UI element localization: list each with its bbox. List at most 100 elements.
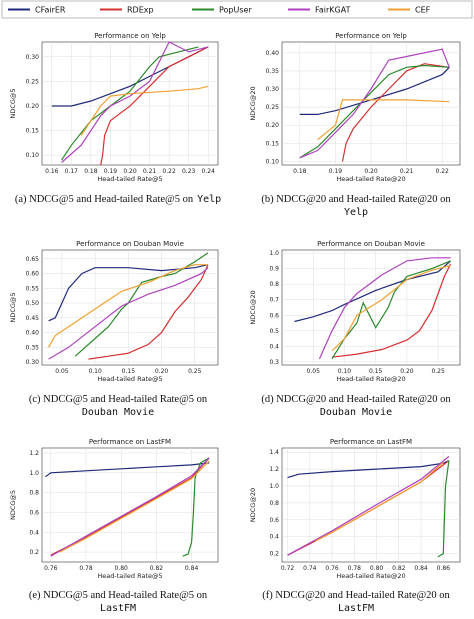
y-tick-label: 0.3 [269, 359, 279, 366]
x-tick-label: 0.84 [414, 565, 428, 572]
x-axis-label: Head-tailed Rate@20 [336, 175, 405, 183]
series-line [45, 462, 210, 478]
chart-title: Performance on Yelp [335, 32, 407, 40]
y-tick-label: 0.8 [29, 490, 39, 497]
x-tick-label: 0.74 [303, 565, 317, 572]
x-tick-label: 0.20 [155, 368, 169, 375]
x-tick-label: 0.20 [364, 168, 378, 175]
x-tick-label: 0.20 [123, 168, 137, 175]
y-tick-label: 0.65 [26, 256, 40, 263]
y-tick-label: 0.35 [266, 68, 280, 75]
y-axis-label: NDCG@20 [249, 86, 257, 120]
caption: (a) NDCG@5 and Head-tailed Rate@5 on Yelp [15, 194, 221, 205]
legend-label: CEF [415, 6, 431, 15]
caption: (d) NDCG@20 and Head-tailed Rate@20 on [261, 394, 451, 405]
series-line [437, 460, 450, 558]
chart-title: Performance on LastFM [89, 438, 171, 446]
y-tick-label: 1.0 [269, 483, 279, 490]
y-tick-label: 0.35 [26, 344, 40, 351]
y-tick-label: 1.0 [29, 470, 39, 477]
y-tick-label: 0.15 [26, 128, 40, 135]
series-line [331, 263, 452, 358]
x-axis-label: Head-tailed Rate@5 [97, 175, 162, 183]
caption-dataset: Yelp [344, 207, 368, 218]
caption-dataset: Douban Movie [82, 407, 154, 418]
x-tick-label: 0.86 [437, 565, 451, 572]
series-line [287, 460, 450, 479]
x-tick-label: 0.20 [400, 368, 414, 375]
y-tick-label: 0.25 [266, 104, 280, 111]
y-tick-label: 0.30 [266, 86, 280, 93]
caption-text: (a) NDCG@5 and Head-tailed Rate@5 on [15, 194, 194, 205]
y-tick-label: 0.9 [269, 266, 279, 273]
legend-label: RDExp [127, 6, 154, 15]
series-line [61, 46, 199, 161]
chart-title: Performance on Douban Movie [317, 240, 425, 248]
x-tick-label: 0.22 [436, 168, 450, 175]
series-line [48, 267, 209, 360]
y-tick-label: 0.30 [26, 54, 40, 61]
chart-title: Performance on LastFM [330, 438, 412, 446]
y-tick-label: 1.0 [269, 250, 279, 257]
series-line [318, 257, 451, 360]
legend-box [1, 0, 473, 19]
x-tick-label: 0.76 [44, 565, 58, 572]
x-tick-label: 0.19 [329, 168, 343, 175]
y-tick-label: 0.6 [269, 517, 279, 524]
series-line [48, 264, 208, 348]
series-line [182, 457, 210, 557]
x-tick-label: 0.18 [293, 168, 307, 175]
series-line [299, 64, 450, 159]
x-tick-label: 0.15 [369, 368, 383, 375]
x-tick-label: 0.05 [307, 368, 321, 375]
y-tick-label: 0.45 [26, 315, 40, 322]
y-tick-label: 0.8 [269, 281, 279, 288]
caption-dataset: LastFM [338, 603, 374, 614]
x-tick-label: 0.72 [281, 565, 295, 572]
series-line [317, 99, 450, 141]
x-tick-label: 0.10 [88, 368, 102, 375]
y-tick-label: 0.55 [26, 285, 40, 292]
x-tick-label: 0.22 [162, 168, 176, 175]
x-tick-label: 0.76 [325, 565, 339, 572]
y-tick-label: 0.50 [26, 300, 40, 307]
y-tick-label: 1.4 [269, 449, 279, 456]
x-tick-label: 0.80 [370, 565, 384, 572]
caption-dataset: LastFM [100, 603, 136, 614]
y-tick-label: 0.4 [269, 343, 279, 350]
y-tick-label: 0.2 [269, 551, 279, 558]
series-line [331, 264, 451, 352]
chart-title: Performance on Yelp [94, 32, 166, 40]
y-tick-label: 0.10 [26, 152, 40, 159]
y-axis-label: NDCG@20 [249, 290, 257, 324]
x-tick-label: 0.82 [392, 565, 406, 572]
y-tick-label: 0.25 [26, 78, 40, 85]
caption: (c) NDCG@5 and Head-tailed Rate@5 on [29, 394, 208, 405]
x-tick-label: 0.10 [338, 368, 352, 375]
x-axis-label: Head-tailed Rate@5 [97, 375, 162, 383]
series-line [61, 41, 209, 163]
x-axis-label: Head-tailed Rate@5 [97, 572, 162, 580]
y-tick-label: 0.10 [266, 158, 280, 165]
series-line [341, 63, 450, 162]
caption: (e) NDCG@5 and Head-tailed Rate@5 on [29, 590, 208, 601]
series-line [294, 260, 451, 323]
caption-dataset: Douban Movie [320, 407, 392, 418]
caption: (b) NDCG@20 and Head-tailed Rate@20 on [261, 194, 451, 205]
series-line [100, 46, 209, 166]
x-tick-label: 0.82 [150, 565, 164, 572]
x-tick-label: 0.25 [431, 368, 445, 375]
caption: (f) NDCG@20 and Head-tailed Rate@20 on [262, 590, 450, 601]
x-tick-label: 0.21 [400, 168, 414, 175]
series-line [299, 66, 450, 115]
series-line [315, 461, 444, 542]
x-tick-label: 0.84 [185, 565, 199, 572]
chart-title: Performance on Douban Movie [76, 240, 184, 248]
y-tick-label: 0.6 [269, 312, 279, 319]
series-line [80, 85, 209, 136]
x-tick-label: 0.17 [65, 168, 79, 175]
legend-label: CFairER [35, 6, 66, 15]
caption-dataset: Yelp [197, 194, 221, 205]
y-tick-label: 0.2 [29, 549, 39, 556]
